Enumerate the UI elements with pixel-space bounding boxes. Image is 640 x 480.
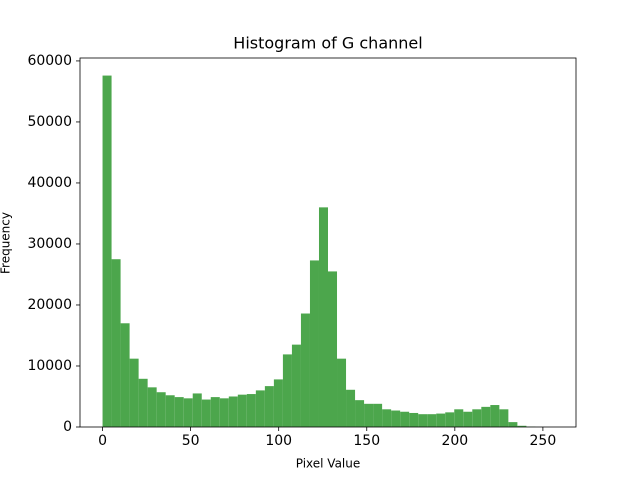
bar [436, 413, 446, 427]
y-axis-label: Frequency [0, 212, 13, 274]
x-axis-label: Pixel Value [296, 457, 361, 471]
chart-title: Histogram of G channel [233, 34, 422, 53]
bar [129, 358, 139, 427]
y-tick-label: 0 [63, 419, 72, 435]
axes-frame [79, 57, 577, 428]
bar [120, 323, 130, 427]
bar [147, 387, 157, 427]
y-tick-label: 60000 [27, 53, 72, 69]
bar [490, 405, 500, 427]
bar [472, 409, 482, 427]
bar [183, 398, 193, 427]
y-tick-label: 40000 [27, 175, 72, 191]
bar [138, 378, 148, 427]
x-tick-label: 100 [265, 433, 292, 449]
bar [328, 271, 338, 427]
bar [219, 398, 229, 427]
y-tick-label: 20000 [27, 297, 72, 313]
bar [156, 392, 166, 427]
bar [355, 400, 365, 427]
y-tick-label: 30000 [27, 236, 72, 252]
bar [192, 393, 202, 427]
bar [246, 394, 256, 427]
bar [165, 395, 175, 427]
bar [400, 411, 410, 427]
bar [201, 399, 211, 427]
bar [517, 425, 527, 427]
bar [481, 406, 491, 427]
bar [111, 259, 121, 427]
bar [346, 389, 356, 427]
y-tick-label: 10000 [27, 358, 72, 374]
bar [337, 358, 347, 427]
bar [427, 414, 437, 427]
bar [418, 414, 428, 427]
bar [237, 394, 247, 427]
bar [382, 409, 392, 427]
x-tick-label: 0 [98, 433, 107, 449]
bar [228, 396, 238, 427]
bar [454, 409, 464, 427]
bar [273, 379, 283, 427]
bar [463, 411, 473, 427]
bar [391, 410, 401, 427]
bar [174, 397, 184, 427]
bar [102, 75, 112, 428]
bar [508, 422, 518, 427]
bar [291, 344, 301, 427]
x-tick-label: 50 [182, 433, 200, 449]
bar [499, 409, 509, 427]
x-tick-label: 200 [441, 433, 468, 449]
bar [445, 412, 455, 427]
bar [373, 403, 383, 427]
bar [318, 207, 328, 427]
bar [282, 354, 292, 427]
bar [210, 397, 220, 427]
bar [300, 313, 310, 427]
bar [264, 386, 274, 427]
bar [364, 403, 374, 427]
bar [309, 260, 319, 427]
x-tick-label: 150 [353, 433, 380, 449]
y-tick-label: 50000 [27, 114, 72, 130]
bar [255, 390, 265, 427]
bar [409, 412, 419, 427]
x-tick-label: 250 [530, 433, 557, 449]
